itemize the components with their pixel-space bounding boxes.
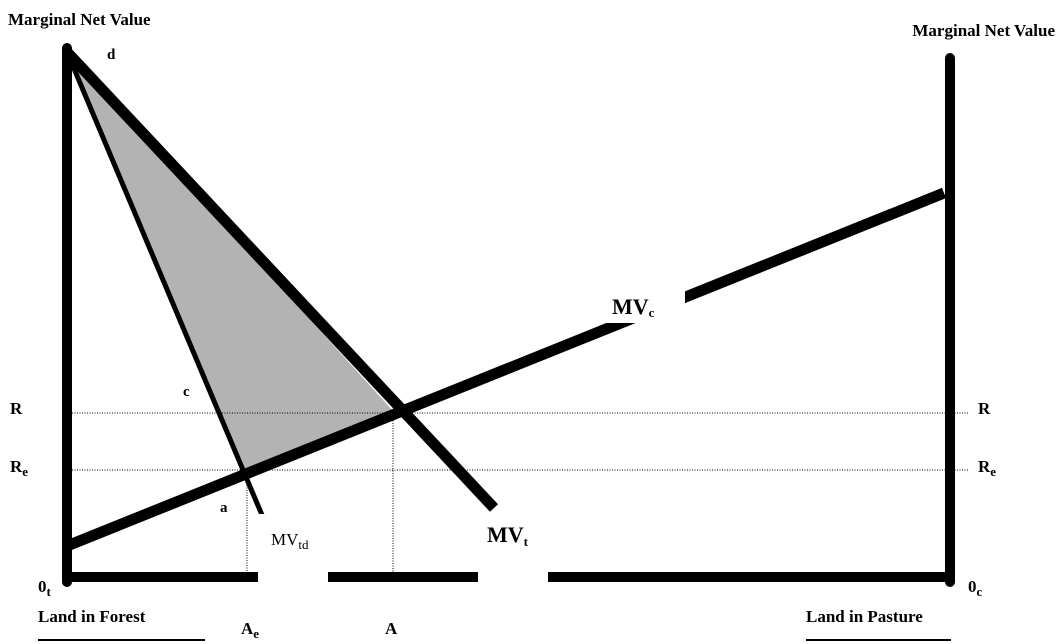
ae-label: Ae bbox=[241, 619, 259, 641]
r-label-right: R bbox=[978, 399, 991, 418]
mvc-label: MVc bbox=[612, 294, 655, 320]
left-axis-title: Marginal Net Value bbox=[8, 10, 151, 29]
a-label: A bbox=[385, 619, 398, 638]
point-c-label: c bbox=[183, 384, 190, 400]
re-label-left: Re bbox=[10, 457, 28, 479]
right-axis-title: Marginal Net Value bbox=[912, 21, 1055, 40]
land-in-forest-label: Land in Forest bbox=[38, 607, 146, 626]
re-label-right: Re bbox=[978, 457, 996, 479]
point-a-label: a bbox=[220, 500, 228, 516]
land-in-pasture-label: Land in Pasture bbox=[806, 607, 923, 626]
r-label-left: R bbox=[10, 399, 23, 418]
mvt-label: MVt bbox=[487, 522, 529, 549]
point-b-label: b bbox=[373, 376, 381, 392]
origin-left-label: 0t bbox=[38, 577, 52, 599]
origin-right-label: 0c bbox=[968, 577, 983, 599]
shaded-region bbox=[67, 52, 393, 470]
point-d-label: d bbox=[107, 47, 116, 63]
